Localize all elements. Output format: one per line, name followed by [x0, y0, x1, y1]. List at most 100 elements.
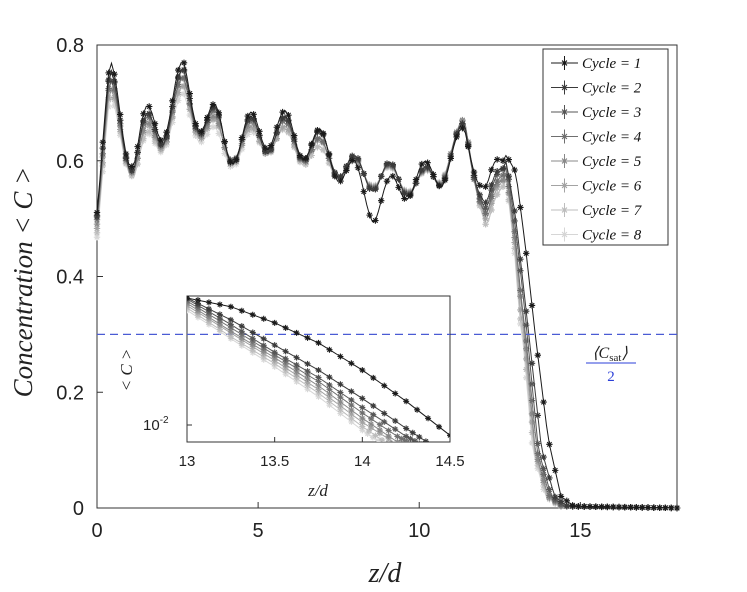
- inset-series-marker: [216, 311, 223, 318]
- series-marker: [128, 167, 135, 175]
- series-marker: [128, 163, 135, 170]
- series-marker: [523, 321, 530, 329]
- series-marker: [366, 211, 373, 219]
- series-marker: [528, 302, 536, 309]
- y-tick-label: 0.2: [56, 382, 84, 404]
- series-marker: [644, 504, 652, 511]
- inset-series-marker: [238, 328, 245, 335]
- inset-series-marker: [205, 299, 212, 306]
- series-marker: [140, 135, 147, 142]
- series-marker: [302, 154, 309, 162]
- series-marker: [111, 94, 118, 101]
- inset-series-marker: [238, 340, 245, 347]
- series-marker: [494, 177, 501, 185]
- inset-series-marker: [282, 361, 289, 368]
- series-marker: [586, 503, 594, 510]
- series-marker: [186, 90, 193, 97]
- series-marker: [111, 70, 118, 78]
- series-marker: [175, 73, 182, 81]
- series-marker: [383, 177, 391, 185]
- series-marker: [169, 119, 176, 126]
- inset-series-marker: [348, 415, 355, 422]
- series-marker: [186, 111, 193, 119]
- series-marker: [256, 132, 263, 139]
- inset-series-marker: [375, 437, 382, 442]
- inset-series-marker: [282, 371, 289, 378]
- series-marker: [308, 140, 315, 148]
- inset-series-marker: [326, 386, 333, 393]
- series-marker: [215, 109, 222, 116]
- series-marker: [250, 124, 257, 132]
- y-axis-label: Concentration < C >: [8, 167, 38, 398]
- inset-series-marker: [411, 438, 418, 442]
- inset-series-marker: [227, 333, 234, 340]
- series-marker: [633, 504, 640, 511]
- series-marker: [546, 474, 553, 482]
- series-marker: [534, 465, 541, 472]
- inset-series-marker: [315, 390, 322, 397]
- legend-item: Cycle = 7: [551, 203, 643, 219]
- series-marker: [169, 113, 176, 120]
- series-marker: [534, 461, 541, 469]
- series-marker: [285, 126, 292, 133]
- series-marker: [105, 76, 112, 84]
- legend-marker: [561, 108, 568, 116]
- inset-x-tick-label: 13.5: [260, 453, 289, 470]
- series-marker: [523, 345, 530, 353]
- series-marker: [488, 181, 495, 189]
- series-marker: [401, 195, 408, 202]
- inset-series-marker: [425, 415, 432, 422]
- inset-series-marker: [399, 440, 405, 442]
- inset-series-marker: [216, 321, 223, 328]
- inset-series-marker: [282, 324, 289, 331]
- inset-series-marker: [293, 368, 300, 375]
- series-marker: [424, 159, 431, 166]
- series-marker: [105, 85, 112, 92]
- inset-series-marker: [271, 319, 278, 326]
- inset-series-marker: [381, 418, 388, 425]
- inset-series-marker: [348, 360, 355, 367]
- inset-series-marker: [304, 371, 311, 378]
- inset-series-marker: [348, 396, 355, 403]
- inset-series-marker: [409, 429, 416, 436]
- series-marker: [186, 100, 193, 107]
- series-marker: [140, 117, 147, 125]
- series-marker: [581, 503, 588, 510]
- series-marker: [244, 131, 251, 138]
- series-marker: [325, 155, 333, 162]
- series-marker: [511, 166, 518, 174]
- legend-item: Cycle = 8: [551, 227, 642, 244]
- inset-series-marker: [348, 407, 355, 414]
- series-marker: [221, 138, 228, 145]
- series-marker: [215, 130, 222, 137]
- inset-series-marker: [249, 311, 256, 318]
- series-marker: [459, 124, 466, 132]
- series-marker: [517, 292, 524, 300]
- series-marker: [134, 143, 141, 150]
- series-marker: [395, 176, 402, 183]
- series-marker: [227, 158, 234, 166]
- series-marker: [540, 465, 547, 472]
- series-marker: [273, 135, 280, 142]
- series-marker: [180, 74, 188, 81]
- series-marker: [517, 320, 524, 328]
- inset-series-marker: [304, 360, 311, 367]
- inset-series-marker: [326, 390, 333, 397]
- inset-series-marker: [260, 342, 267, 349]
- series-marker: [517, 287, 524, 294]
- inset-series-marker: [238, 334, 245, 341]
- series-marker: [256, 137, 263, 145]
- series-marker: [482, 205, 489, 212]
- series-marker: [238, 140, 246, 147]
- series-marker: [604, 503, 611, 511]
- series-marker: [546, 441, 553, 448]
- y-tick-label: 0.4: [56, 267, 84, 289]
- inset-x-tick-label: 14: [354, 453, 371, 470]
- series-marker: [494, 184, 501, 192]
- inset-x-axis-label: z/d: [307, 481, 328, 500]
- series-marker: [499, 157, 507, 164]
- series-marker: [273, 124, 280, 131]
- inset-series-marker: [337, 406, 344, 413]
- inset-series-marker: [282, 367, 289, 374]
- legend-items: Cycle = 1 Cycle = 2 Cycle = 3 Cycle = 4 Cycl…: [551, 56, 643, 244]
